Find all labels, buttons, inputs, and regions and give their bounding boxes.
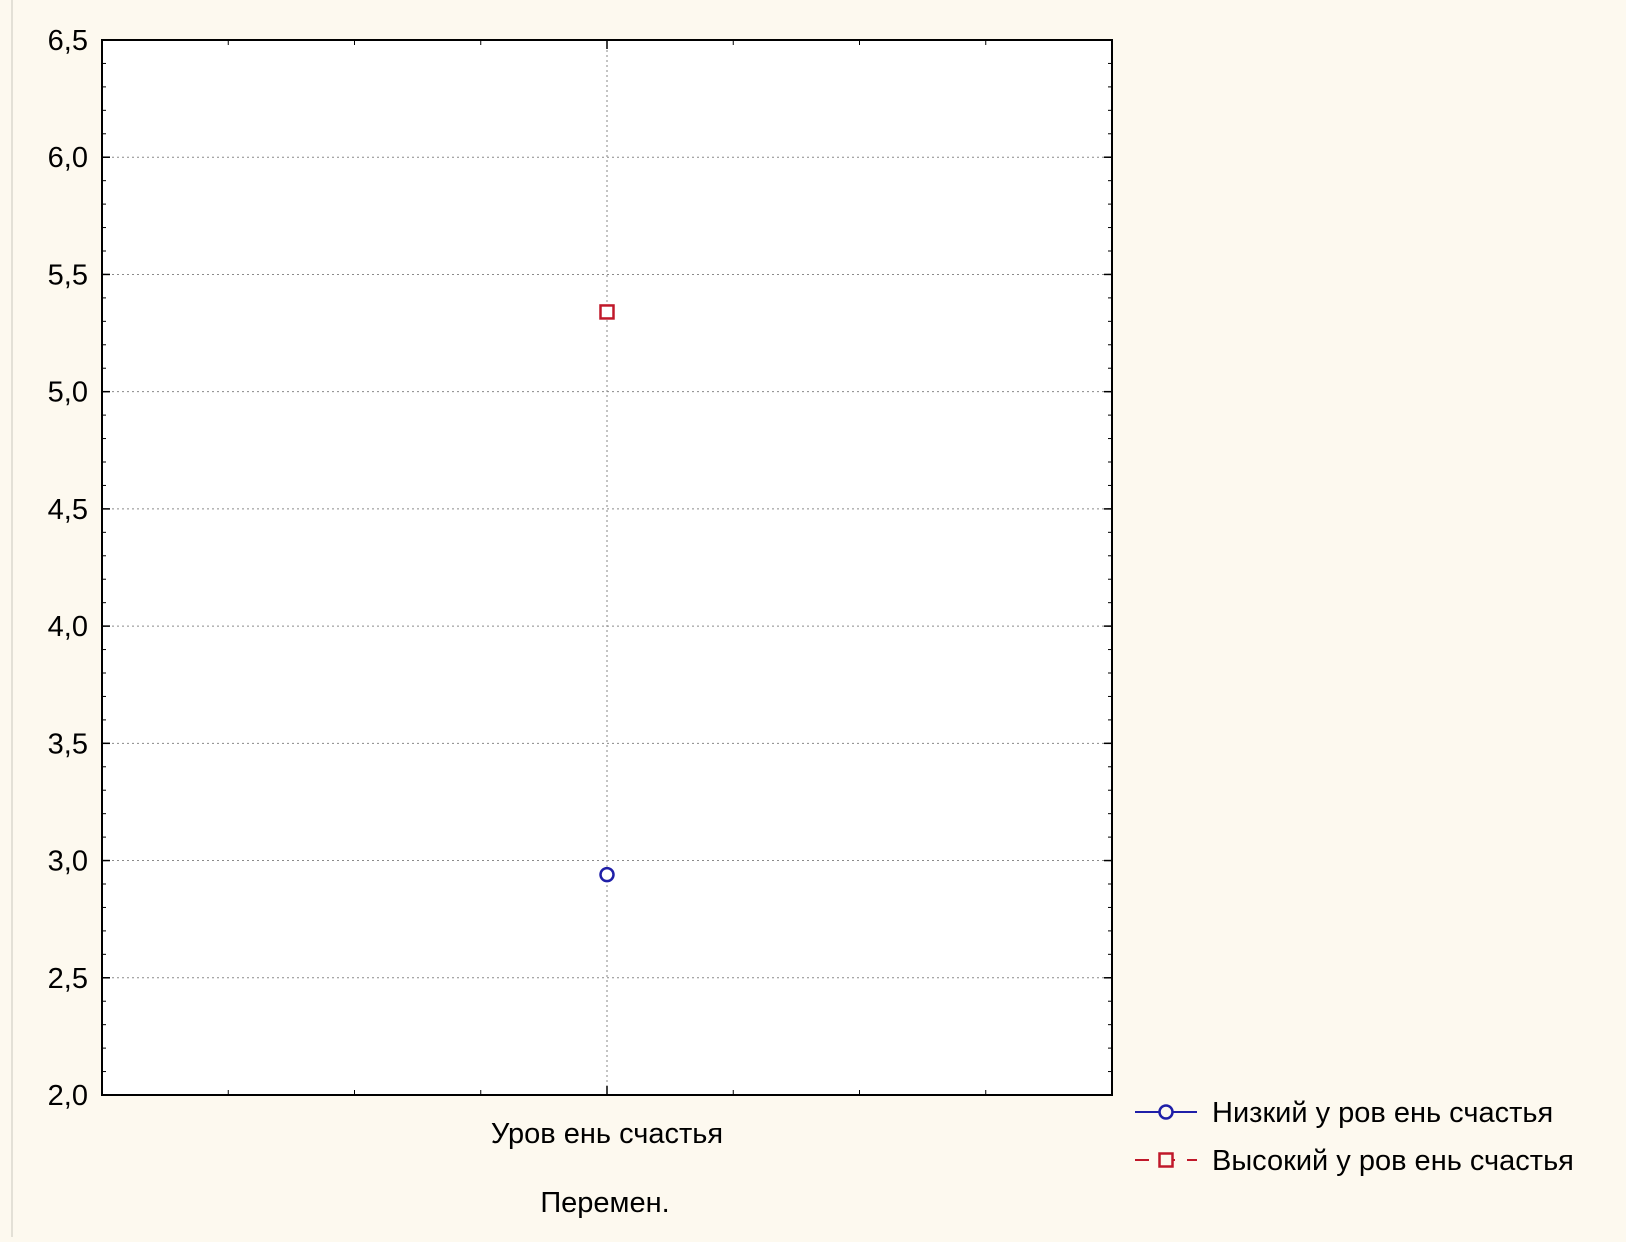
- data-point-series-2: [599, 304, 615, 320]
- plot-frame: [101, 39, 1113, 1096]
- y-tick-label: 5,5: [48, 259, 88, 291]
- x-axis-title: Перемен.: [540, 1187, 669, 1219]
- data-point-series-1: [599, 866, 615, 883]
- y-tick-label: 2,0: [48, 1080, 88, 1112]
- y-tick-label: 3,5: [48, 728, 88, 760]
- y-tick-label: 4,5: [48, 494, 88, 526]
- y-tick-label: 6,0: [48, 142, 88, 174]
- legend-label-series-1: Низкий у ров ень счастья: [1212, 1097, 1553, 1129]
- x-axis-labels: Уров ень счастья: [491, 1118, 723, 1150]
- y-tick-label: 6,5: [48, 25, 88, 57]
- legend-label-series-2: Высокий у ров ень счастья: [1212, 1145, 1574, 1177]
- grid-layer: [102, 40, 1112, 1095]
- data-marks: [599, 304, 615, 883]
- legend: Низкий у ров ень счастья Высокий у ров ен…: [1135, 1097, 1574, 1177]
- y-tick-label: 2,5: [48, 963, 88, 995]
- legend-marker-series-1: [1158, 1104, 1174, 1120]
- x-tick-label: Уров ень счастья: [491, 1118, 723, 1150]
- legend-marker-series-2: [1158, 1152, 1174, 1168]
- y-tick-label: 5,0: [48, 377, 88, 409]
- y-tick-label: 3,0: [48, 846, 88, 878]
- y-tick-label: 4,0: [48, 611, 88, 643]
- y-axis-labels: 2,0 2,5 3,0 3,5 4,0 4,5 5,0 5,5 6,0 6,5: [48, 25, 88, 1112]
